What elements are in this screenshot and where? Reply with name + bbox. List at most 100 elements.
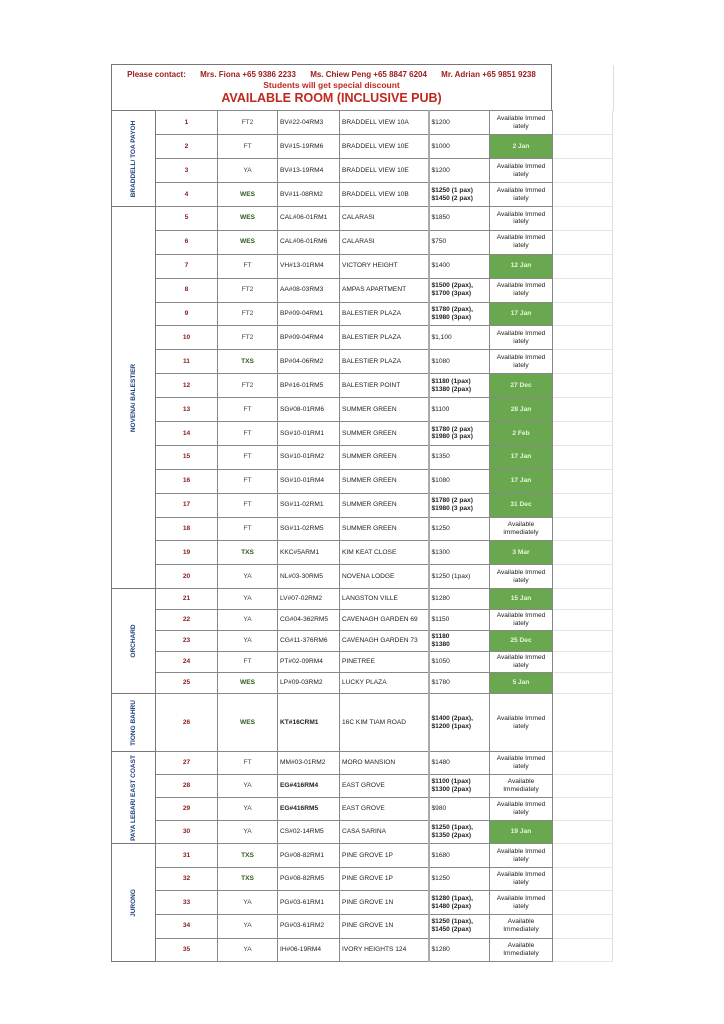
room-number: 16 (155, 468, 218, 494)
table-row: 14 FT SG#10-01RM1 SUMMER GREEN $1780 (2 pax)… (112, 421, 613, 446)
empty-cell (552, 445, 613, 470)
table-row: 32 TXS PG#08-82RM5 PINE GROVE 1P $1250 Availa… (112, 866, 613, 892)
empty-cell (552, 469, 613, 494)
room-number: 23 (155, 630, 218, 653)
region-cell: TIONG BAHRU (111, 693, 156, 753)
table-row: 16 FT SG#10-01RM4 SUMMER GREEN $1080 17 Jan (112, 468, 613, 494)
availability: Available Immed iately (489, 349, 553, 375)
room-type: YA (217, 820, 278, 845)
empty-cell (552, 254, 613, 279)
empty-cell (552, 373, 613, 399)
property-name: BRADDELL VIEW 10B (339, 182, 429, 207)
room-number: 20 (155, 564, 218, 590)
room-price: $1250 (1pax) (427, 564, 490, 590)
room-number: 14 (155, 421, 218, 446)
table-row: 22 YA CG#04-362RM5 CAVENAGH GARDEN 69 $1150 A… (112, 609, 613, 632)
property-name: 16C KIM TIAM ROAD (339, 693, 429, 753)
room-code: LV#07-02RM2 (277, 588, 340, 611)
availability: 27 Dec (489, 373, 553, 399)
empty-cell (552, 493, 613, 518)
property-name: CALARASI (339, 206, 429, 231)
room-number: 12 (155, 373, 218, 399)
room-number: 19 (155, 540, 218, 566)
table-row: 2 FT BV#15-19RM6 BRADDELL VIEW 10E $1000 2 Ja… (112, 134, 613, 159)
table-row: 17 FT SG#11-02RM1 SUMMER GREEN $1780 (2 pax)… (112, 492, 613, 518)
contact-adrian: Mr. Adrian +65 9851 9238 (441, 70, 536, 79)
room-type: FT (217, 253, 278, 279)
room-code: NL#03-30RM5 (277, 564, 340, 590)
availability: 15 Jan (489, 588, 553, 611)
room-number: 4 (155, 182, 218, 207)
property-name: SUMMER GREEN (339, 421, 429, 446)
room-price: $1200 (427, 158, 490, 183)
room-type: FT2 (217, 325, 278, 351)
room-number: 30 (155, 820, 218, 845)
property-name: PINETREE (339, 651, 429, 674)
room-price: $1100 (1pax) $1300 (2pax) (427, 774, 490, 799)
sheet-header: Please contact: Mrs. Fiona +65 9386 2233… (111, 64, 614, 111)
table-row: 28 YA EG#416RM4 EAST GROVE $1100 (1pax) $130… (112, 774, 613, 799)
empty-cell (552, 158, 613, 183)
room-type: TXS (217, 540, 278, 566)
table-row: 33 YA PG#03-61RM1 PINE GROVE 1N $1280 (1pax)… (112, 890, 613, 916)
availability: 2 Jan (489, 134, 553, 159)
room-number: 33 (155, 890, 218, 916)
empty-cell (552, 774, 613, 799)
room-code: BV#15-19RM6 (277, 134, 340, 159)
room-number: 24 (155, 651, 218, 674)
property-name: PINE GROVE 1N (339, 914, 429, 939)
property-name: EAST GROVE (339, 774, 429, 799)
room-code: BP#09-04RM1 (277, 301, 340, 327)
room-type: WES (217, 182, 278, 207)
room-price: $1250 (427, 516, 490, 542)
property-name: NOVENA LODGE (339, 564, 429, 590)
room-type: WES (217, 693, 278, 753)
room-number: 28 (155, 774, 218, 799)
contact-label: Please contact: (127, 70, 186, 79)
room-price: $1780 (2pax), $1980 (3pax) (427, 301, 490, 327)
availability: Available Immed iately (489, 866, 553, 892)
empty-cell (552, 302, 613, 327)
property-name: CAVENAGH GARDEN 69 (339, 609, 429, 632)
table-row: NOVENA/ BALESTIER 5 WES CAL#06-01RM1 CALARAS… (111, 205, 613, 590)
contact-chiew-peng: Ms. Chiew Peng +65 8847 6204 (310, 70, 427, 79)
room-type: YA (217, 774, 278, 799)
room-price: $1000 (427, 134, 490, 159)
availability: 2 Feb (489, 421, 553, 446)
room-price: $1250 (1pax), $1450 (2pax) (427, 914, 490, 939)
table-row: 23 YA CG#11-376RM6 CAVENAGH GARDEN 73 $1180 … (112, 630, 613, 653)
room-price: $1250 (1pax), $1350 (2pax) (427, 820, 490, 845)
room-number: 9 (155, 301, 218, 327)
room-code: VH#13-01RM4 (277, 253, 340, 279)
availability: Available Immed iately (489, 206, 553, 231)
room-number: 15 (155, 444, 218, 470)
room-price: $1180 $1380 (427, 630, 490, 653)
table-row: 19 TXS KKC#5ARM1 KIM KEAT CLOSE $1300 3 Mar (112, 540, 613, 566)
room-type: YA (217, 158, 278, 183)
property-name: VICTORY HEIGHT (339, 253, 429, 279)
empty-cell (552, 890, 613, 916)
empty-cell (552, 609, 613, 632)
room-price: $1400 (427, 253, 490, 279)
room-code: CG#04-362RM5 (277, 609, 340, 632)
room-price: $1150 (427, 609, 490, 632)
empty-cell (552, 517, 613, 542)
availability: Available Immediately (489, 937, 553, 963)
availability: Available Immed iately (489, 182, 553, 207)
room-code: BP#16-01RM5 (277, 373, 340, 399)
table-row: 34 YA PG#03-61RM2 PINE GROVE 1N $1250 (1pax)… (112, 914, 613, 939)
room-price: $1850 (427, 206, 490, 231)
room-price: $1200 (427, 110, 490, 135)
room-code: PG#03-61RM1 (277, 890, 340, 916)
table-row: 4 WES BV#11-08RM2 BRADDELL VIEW 10B $1250 (1… (112, 182, 613, 207)
room-price: $1250 (427, 866, 490, 892)
room-type: YA (217, 890, 278, 916)
table-row: 11 TXS BP#04-06RM2 BALESTIER PLAZA $1080 Avai… (112, 349, 613, 375)
empty-cell (552, 325, 613, 351)
property-name: SUMMER GREEN (339, 444, 429, 470)
room-number: 34 (155, 914, 218, 939)
empty-cell (552, 588, 613, 611)
property-name: SUMMER GREEN (339, 492, 429, 518)
room-code: IH#06-19RM4 (277, 937, 340, 963)
region-label: NOVENA/ BALESTIER (129, 363, 137, 432)
